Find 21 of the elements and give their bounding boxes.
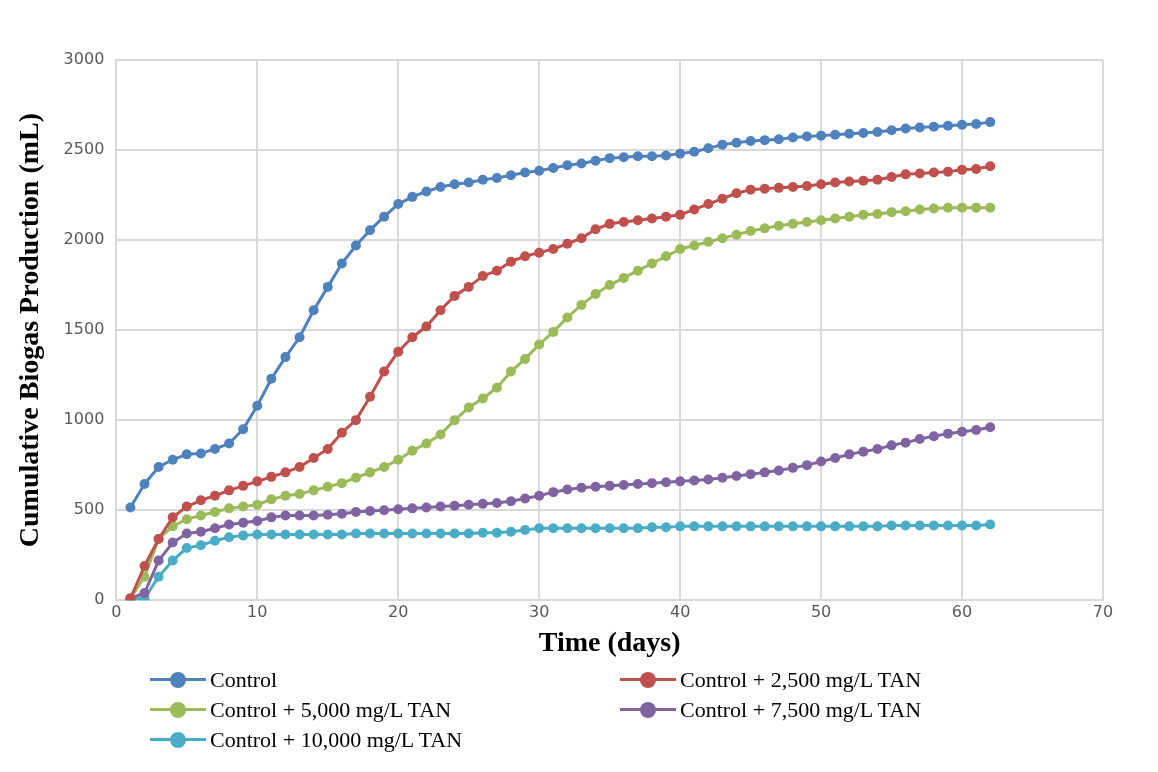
legend-label: Control + 2,500 mg/L TAN (680, 666, 922, 694)
y-tick-label: 3000 (63, 49, 105, 69)
y-tick-label: 500 (73, 499, 105, 519)
x-tick-label: 30 (529, 601, 550, 621)
legend-label: Control (210, 666, 278, 694)
x-tick-label: 50 (810, 601, 832, 621)
x-axis-title: Time (days) (538, 626, 681, 658)
legend-label: Control + 10,000 mg/L TAN (210, 726, 463, 754)
x-tick-label: 0 (111, 601, 122, 621)
x-tick-label: 70 (1092, 601, 1114, 621)
y-axis-title: Cumulative Biogas Production (mL) (13, 112, 45, 548)
x-tick-label: 40 (669, 601, 691, 621)
y-tick-label: 2500 (63, 139, 105, 159)
y-tick-label: 1500 (63, 319, 105, 339)
x-tick-label: 60 (951, 601, 973, 621)
y-tick-label: 2000 (63, 229, 105, 249)
legend-label: Control + 7,500 mg/L TAN (680, 696, 922, 724)
x-tick-label: 20 (388, 601, 409, 621)
legend-label: Control + 5,000 mg/L TAN (210, 696, 452, 724)
y-tick-label: 1000 (63, 409, 105, 429)
x-tick-label: 10 (247, 601, 268, 621)
